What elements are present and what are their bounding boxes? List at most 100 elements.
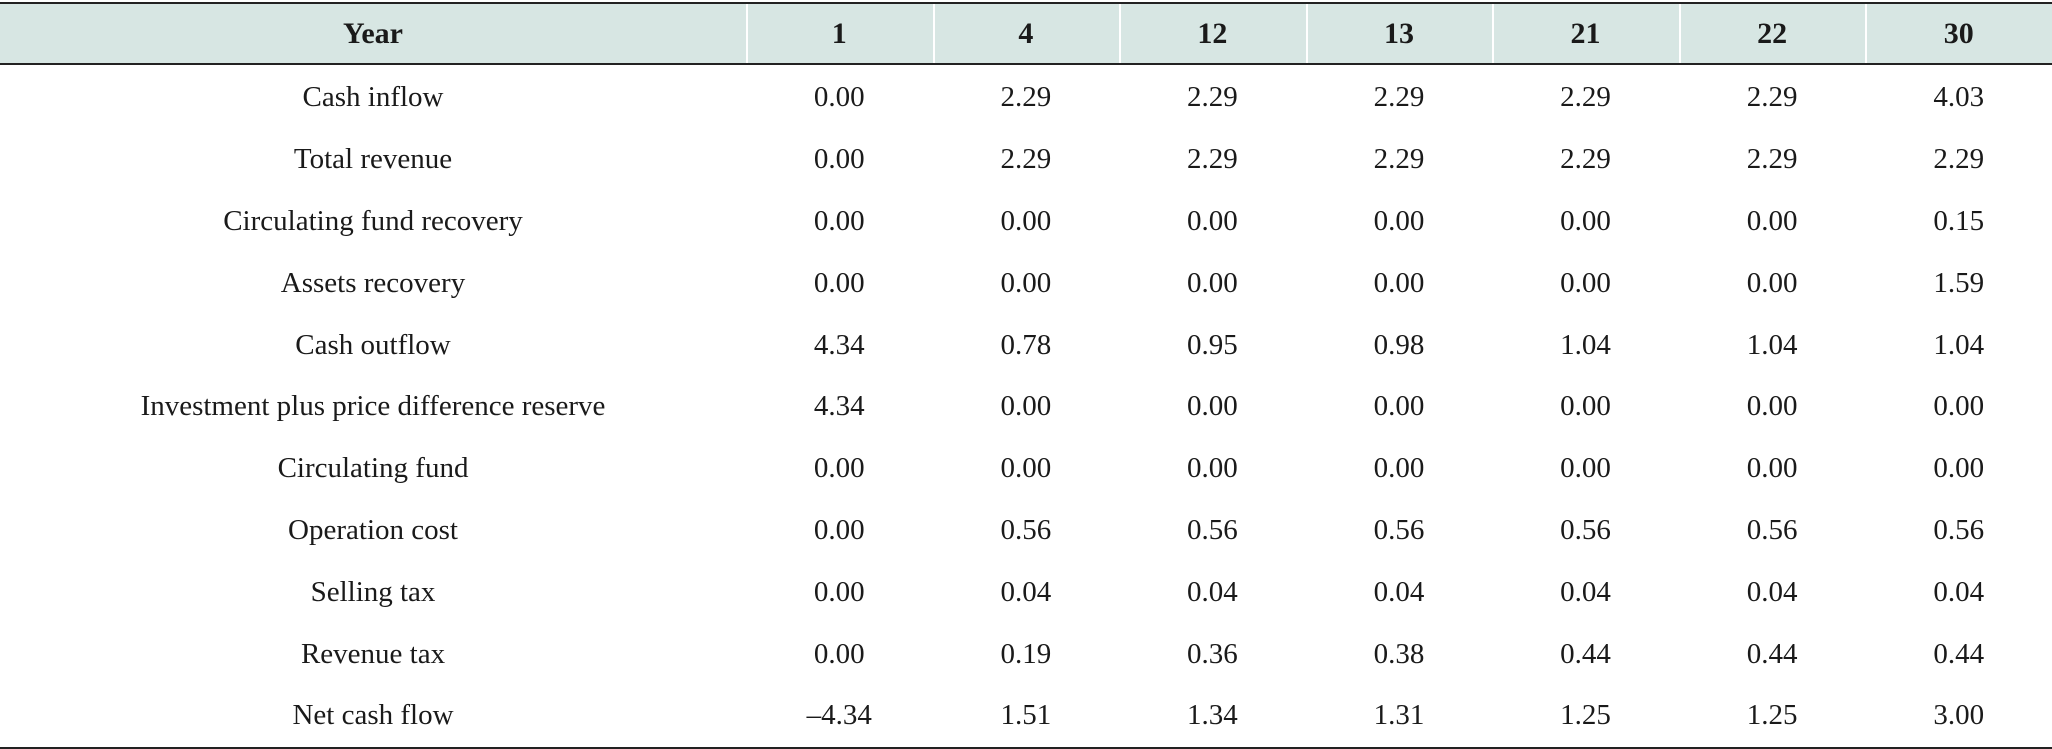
column-header-year-1: 1 (746, 2, 933, 65)
row-label: Cash inflow (302, 81, 444, 114)
table-cell: 0.00 (813, 143, 865, 176)
row-label: Circulating fund (277, 452, 469, 485)
table-cell: 0.00 (1187, 452, 1238, 485)
table-cell: 2.29 (1187, 143, 1238, 176)
table-cell: 2.29 (1933, 143, 1985, 176)
table-cell: 0.00 (1560, 266, 1611, 299)
table-cell: 2.29 (1187, 81, 1238, 114)
row-label: Net cash flow (0, 684, 747, 749)
table-cell: 1.04 (1933, 328, 1985, 361)
table-cell: 1.59 (1933, 266, 1985, 299)
table-cell: 4.03 (1933, 81, 1985, 114)
table-cell: 1.04 (1746, 328, 1798, 361)
table-row: Selling tax 0.00 0.04 0.04 0.04 0.04 0.0… (0, 561, 2052, 623)
table-cell: 0.00 (1746, 266, 1798, 299)
table-cell: 0.00 (813, 81, 865, 114)
table-cell: 0.00 (1746, 452, 1798, 485)
row-label: Operation cost (288, 513, 458, 546)
table-cell: 0.00 (1560, 452, 1611, 485)
table-cell: 0.44 (1746, 637, 1798, 670)
table-cell: 1.51 (932, 684, 1120, 749)
table-cell: 0.36 (1187, 637, 1238, 670)
table-cell: 0.44 (1560, 637, 1611, 670)
row-label: Total revenue (293, 143, 453, 176)
table-cell: 0.00 (1373, 390, 1425, 423)
table-cell: 4.34 (813, 390, 865, 423)
table-cell: 0.00 (1560, 204, 1611, 237)
table-cell: 0.04 (1373, 575, 1425, 608)
row-label: Revenue tax (300, 637, 446, 670)
table-cell: 0.98 (1373, 328, 1425, 361)
table-row: Total revenue 0.00 2.29 2.29 2.29 2.29 2… (0, 129, 2052, 191)
table-cell: 0.78 (1000, 328, 1052, 361)
table-cell: 1.25 (1492, 684, 1679, 749)
table-cell: 0.00 (813, 637, 865, 670)
table-cell: 0.00 (1373, 204, 1425, 237)
table-cell: 1.31 (1305, 684, 1493, 749)
table-cell: 0.56 (1187, 513, 1238, 546)
table-cell: 0.00 (1746, 204, 1798, 237)
table-cell: 0.00 (1373, 266, 1425, 299)
table-row: Revenue tax 0.00 0.19 0.36 0.38 0.44 0.4… (0, 623, 2052, 685)
table-cell: 0.95 (1187, 328, 1238, 361)
column-header-year-22: 22 (1678, 2, 1866, 65)
table-row: Circulating fund 0.00 0.00 0.00 0.00 0.0… (0, 438, 2052, 500)
row-label: Assets recovery (280, 266, 466, 299)
table-row: Operation cost 0.00 0.56 0.56 0.56 0.56 … (0, 500, 2052, 562)
table-cell: 0.00 (1933, 390, 1985, 423)
table-cell: 0.44 (1933, 637, 1985, 670)
row-label: Cash outflow (295, 328, 451, 361)
header-row: Year 1 4 12 13 21 22 30 (0, 2, 2052, 65)
table-cell: 0.00 (813, 452, 865, 485)
table-row: Net cash flow –4.34 1.51 1.34 1.31 1.25 … (0, 684, 2052, 749)
table-cell: 0.04 (1000, 575, 1052, 608)
table-cell: 0.00 (1373, 452, 1425, 485)
column-header-year-21: 21 (1492, 2, 1679, 65)
table-cell: 0.56 (1373, 513, 1425, 546)
table-header: Year 1 4 12 13 21 22 30 (0, 2, 2052, 65)
table-cell: 3.00 (1865, 684, 2052, 749)
table-cell: 2.29 (1000, 81, 1052, 114)
column-header-year-4: 4 (932, 2, 1120, 65)
table-cell: 0.00 (1000, 266, 1052, 299)
table-cell: 0.56 (1746, 513, 1798, 546)
table-cell: 0.00 (1187, 266, 1238, 299)
table-cell: 0.00 (1000, 452, 1052, 485)
table-cell: 2.29 (1746, 81, 1798, 114)
table-cell: 0.04 (1560, 575, 1611, 608)
table-cell: 2.29 (1560, 81, 1611, 114)
table-cell: 0.04 (1187, 575, 1238, 608)
table-cell: 0.56 (1000, 513, 1052, 546)
table-cell: 0.00 (1000, 204, 1052, 237)
table-cell: 0.15 (1933, 204, 1985, 237)
table-cell: 0.00 (813, 266, 865, 299)
table-cell: 0.19 (1000, 637, 1052, 670)
table-cell: 0.00 (1560, 390, 1611, 423)
table-cell: 2.29 (1560, 143, 1611, 176)
table-cell: 4.34 (813, 328, 865, 361)
row-label: Circulating fund recovery (223, 204, 523, 237)
row-label: Selling tax (310, 575, 436, 608)
table-row: Circulating fund recovery 0.00 0.00 0.00… (0, 191, 2052, 253)
table-cell: 0.56 (1933, 513, 1985, 546)
table-cell: 0.00 (813, 513, 865, 546)
table-cell: 1.34 (1119, 684, 1306, 749)
table-cell: 2.29 (1373, 143, 1425, 176)
table-row: Assets recovery 0.00 0.00 0.00 0.00 0.00… (0, 252, 2052, 314)
column-header-year-30: 30 (1865, 2, 2052, 65)
column-header-year-13: 13 (1305, 2, 1493, 65)
table-row: Cash outflow 4.34 0.78 0.95 0.98 1.04 1.… (0, 314, 2052, 376)
table-cell: 0.00 (1933, 452, 1985, 485)
table-cell: 0.04 (1746, 575, 1798, 608)
table-cell: 2.29 (1373, 81, 1425, 114)
table-cell: 0.00 (1187, 204, 1238, 237)
table-cell: 1.25 (1678, 684, 1866, 749)
table-cell: 2.29 (1746, 143, 1798, 176)
column-header-year: Year (0, 2, 747, 65)
table-cell: 0.00 (1187, 390, 1238, 423)
row-label: Investment plus price difference reserve (140, 390, 606, 423)
table-cell: 1.04 (1560, 328, 1611, 361)
table-cell: 0.56 (1560, 513, 1611, 546)
